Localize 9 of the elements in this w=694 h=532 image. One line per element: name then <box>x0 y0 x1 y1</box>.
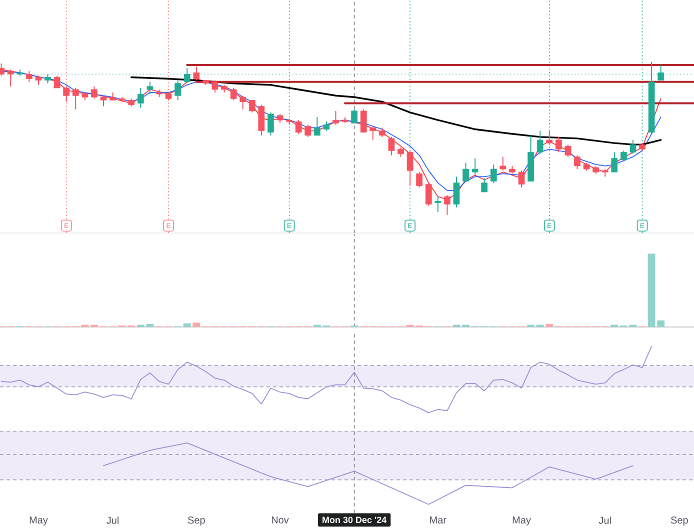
x-tick-label: Mar <box>430 516 446 524</box>
x-tick-label: May <box>30 516 48 526</box>
x-tick-label: Nov <box>272 516 289 524</box>
x-tick-label: May <box>512 516 531 526</box>
x-tick-label: Jul <box>598 516 611 524</box>
x-tick-label: Sep <box>670 516 688 526</box>
x-tick-label: Jul <box>106 516 119 524</box>
ref-line-label: Mon 30 Dec '24 <box>322 516 387 524</box>
x-tick-label: Sep <box>188 516 205 526</box>
